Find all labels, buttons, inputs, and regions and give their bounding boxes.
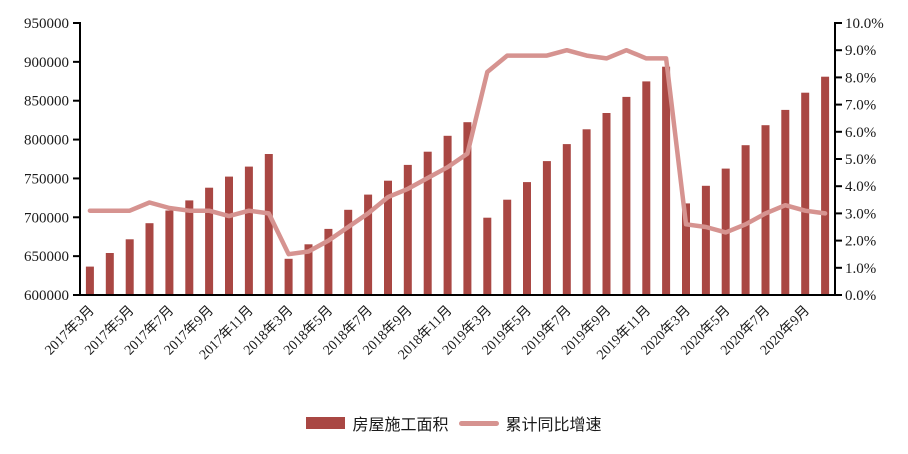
left-axis-tick-label: 850000 [24,94,69,110]
bar-2017年11月 [244,166,253,295]
bar-2019年3月 [483,217,492,295]
bar-2017年9月 [205,187,214,295]
bar-2017年7月 [165,210,174,295]
legend-label-construction-area: 房屋施工面积 [352,417,449,434]
left-axis-tick-label: 700000 [24,210,69,226]
axis-labels: 600000 650000 700000 750000 800000 850000 9000… [24,16,884,363]
bar-2020年8月 [781,109,790,296]
bar-2017年5月 [125,239,134,295]
right-axis-tick-label: 5.0% [845,152,876,168]
bar-2018年10月 [423,151,432,295]
right-axis-tick-label: 4.0% [845,179,876,195]
left-axis-tick-label: 950000 [24,16,69,32]
right-axis-tick-label: 0.0% [845,288,876,304]
legend-item-growth-rate: 累计同比增速 [458,411,602,435]
left-axis-tick-label: 800000 [24,133,69,149]
bar-series [85,66,830,296]
bar-2018年12月 [463,122,472,295]
bar-series-swatch-icon [306,417,346,429]
line-series-swatch-icon [458,420,499,426]
bar-2019年5月 [523,182,531,295]
bar-2018年4月 [304,244,313,295]
bar-2020年7月 [761,125,770,295]
right-axis-tick-label: 1.0% [845,261,876,277]
bar-2019年7月 [562,144,571,295]
bar-2017年8月 [185,200,194,295]
bar-2018年7月 [364,194,373,295]
left-axis-tick-label: 900000 [24,55,69,71]
bar-2020年6月 [741,145,750,295]
right-axis-tick-label: 8.0% [845,70,876,86]
right-axis-tick-label: 2.0% [845,234,876,250]
left-axis-tick-label: 750000 [24,171,69,187]
bar-2018年3月 [284,258,293,295]
bar-2017年10月 [225,176,233,295]
right-axis-tick-label: 7.0% [845,98,876,114]
bar-2019年6月 [542,161,551,295]
bar-2017年6月 [145,223,154,295]
bar-2020年3月 [682,203,690,295]
right-axis-tick-label: 6.0% [845,125,876,141]
bar-2018年11月 [443,135,452,295]
left-axis-tick-label: 650000 [24,249,69,265]
bar-2020年4月 [701,185,710,295]
bar-2020年9月 [801,92,810,295]
bar-2019年8月 [582,129,591,295]
bar-2018年9月 [403,164,412,295]
right-axis-tick-label: 3.0% [845,206,876,222]
bar-2017年12月 [264,154,273,295]
bar-2020年10月 [821,76,830,295]
bar-2019年9月 [602,113,611,295]
right-axis-tick-label: 9.0% [845,43,876,59]
bar-2017年4月 [105,253,114,295]
legend-label-growth-rate: 累计同比增速 [505,417,602,434]
bar-2018年6月 [344,209,353,295]
bar-2019年12月 [662,66,671,295]
bar-2018年8月 [384,180,392,295]
bar-2019年4月 [503,199,512,295]
legend: 房屋施工面积 累计同比增速 [0,411,908,435]
bar-2019年11月 [642,81,651,296]
left-axis-tick-label: 600000 [24,288,69,304]
bar-2017年3月 [85,266,94,295]
growth-rate-line [87,47,828,257]
legend-item-construction-area: 房屋施工面积 [306,411,449,435]
bar-2018年5月 [324,228,333,295]
right-axis-tick-label: 10.0% [845,16,884,32]
bar-2019年10月 [622,96,631,296]
